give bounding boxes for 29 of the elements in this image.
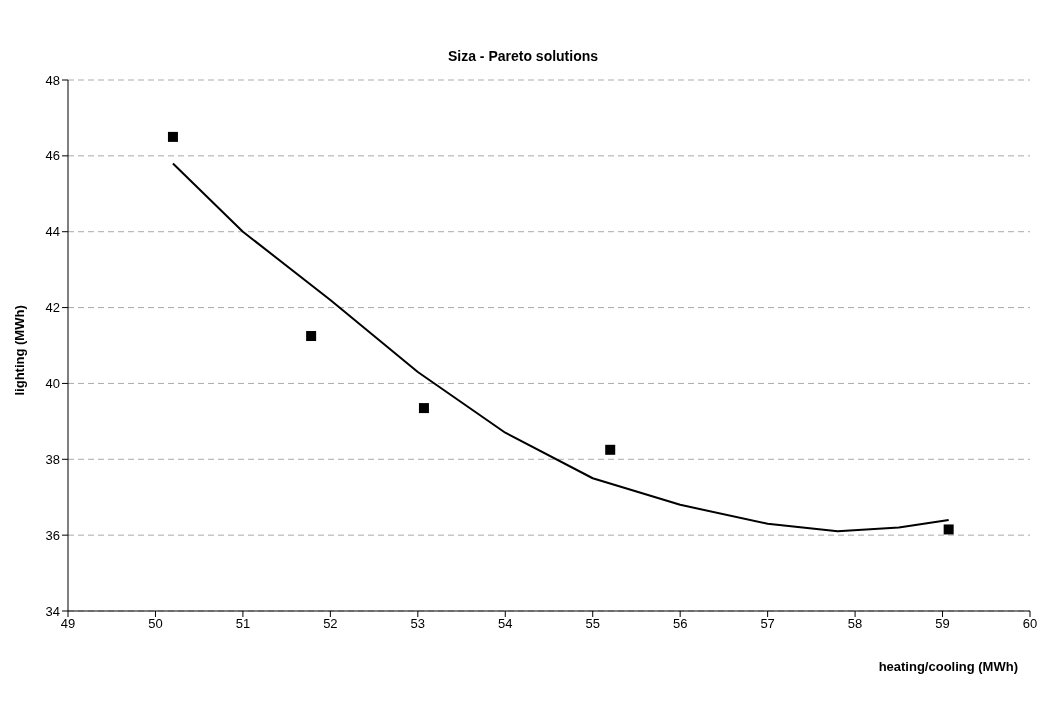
y-tick-label: 40 xyxy=(45,376,60,392)
x-tick-label: 57 xyxy=(760,616,775,632)
x-tick-label: 50 xyxy=(148,616,163,632)
point xyxy=(418,403,429,414)
y-tick-label: 38 xyxy=(45,451,60,467)
x-tick-label: 51 xyxy=(235,616,251,632)
y-tick-label: 46 xyxy=(45,148,60,164)
x-tick-label: 60 xyxy=(1022,616,1038,632)
point xyxy=(605,444,616,455)
y-tick-label: 48 xyxy=(45,72,60,88)
x-tick-label: 56 xyxy=(672,616,688,632)
y-tick-label: 36 xyxy=(45,527,60,543)
y-axis-title: lighting (MWh) xyxy=(11,305,27,396)
x-tick-label: 53 xyxy=(410,616,426,632)
x-tick-label: 58 xyxy=(847,616,863,632)
point xyxy=(167,131,178,142)
x-axis-title: heating/cooling (MWh) xyxy=(878,659,1018,674)
x-tick-label: 55 xyxy=(585,616,600,632)
y-tick-label: 44 xyxy=(45,224,60,240)
x-tick-label: 52 xyxy=(323,616,338,632)
x-tick-label: 54 xyxy=(498,616,513,632)
y-tick-label: 34 xyxy=(45,603,60,619)
x-tick-label: 59 xyxy=(935,616,950,632)
point xyxy=(306,331,317,342)
line-series xyxy=(171,162,950,533)
y-tick-label: 42 xyxy=(45,300,60,316)
x-tick-label: 49 xyxy=(60,616,76,632)
point xyxy=(943,524,954,535)
chart-title: Siza - Pareto solutions xyxy=(446,48,600,64)
